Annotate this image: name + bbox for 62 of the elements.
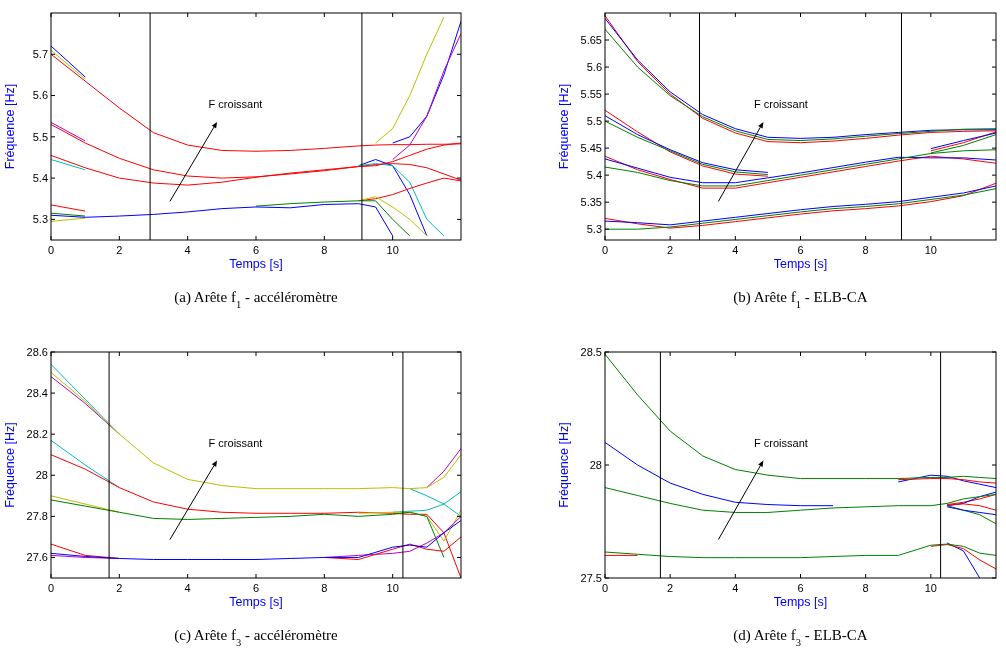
y-tick-label: 5.6 bbox=[586, 60, 602, 73]
x-tick-label: 10 bbox=[386, 244, 399, 256]
y-tick-label: 28 bbox=[35, 469, 48, 482]
annotation: F croissant bbox=[208, 98, 263, 111]
x-tick-label: 6 bbox=[252, 582, 260, 594]
x-tick-label: 2 bbox=[116, 582, 123, 594]
x-tick-label: 0 bbox=[47, 582, 55, 594]
text: (a) Arête f$_{1}$ - accéléromètre bbox=[174, 289, 339, 310]
x-tick-label: 2 bbox=[116, 244, 123, 256]
x-tick-label: 10 bbox=[386, 582, 399, 594]
y-tick-label: 5.55 bbox=[580, 87, 602, 100]
y-tick-label: 28.5 bbox=[580, 345, 602, 358]
x-tick-label: 4 bbox=[732, 244, 739, 256]
annotation: F croissant bbox=[208, 436, 263, 449]
y-tick-label: 28 bbox=[589, 458, 602, 471]
x-tick-label: 4 bbox=[732, 582, 739, 594]
x-tick-label: 2 bbox=[667, 582, 674, 594]
x-tick-label: 8 bbox=[862, 582, 869, 594]
x-tick-label: 6 bbox=[252, 244, 260, 256]
x-tick-label: 10 bbox=[924, 244, 937, 256]
y-tick-label: 5.45 bbox=[580, 141, 602, 154]
x-tick-label: 0 bbox=[47, 244, 55, 256]
annotation: F croissant bbox=[754, 98, 808, 111]
x-tick-label: 8 bbox=[321, 244, 328, 256]
x-axis-title: Temps [s] bbox=[773, 257, 828, 271]
y-tick-label: 5.5 bbox=[32, 130, 48, 143]
x-tick-label: 6 bbox=[797, 244, 804, 256]
y-axis-title: Fréquence [Hz] bbox=[3, 83, 17, 170]
y-tick-label: 5.6 bbox=[32, 89, 48, 102]
x-tick-label: 4 bbox=[184, 244, 191, 256]
text: (c) Arête f$_{3}$ - accéléromètre bbox=[174, 627, 339, 648]
x-tick-label: 0 bbox=[601, 244, 609, 256]
y-tick-label: 28.6 bbox=[26, 345, 48, 358]
y-tick-label: 5.3 bbox=[586, 223, 602, 236]
text: (d) Arête f$_{3}$ - ELB-CA bbox=[733, 627, 868, 648]
x-axis-title: Temps [s] bbox=[773, 595, 828, 609]
x-tick-label: 2 bbox=[667, 244, 674, 256]
y-axis-title: Fréquence [Hz] bbox=[557, 83, 571, 170]
y-tick-label: 5.35 bbox=[580, 196, 602, 209]
y-axis-title: Fréquence [Hz] bbox=[557, 422, 571, 508]
y-tick-label: 27.6 bbox=[26, 551, 48, 564]
x-tick-label: 8 bbox=[862, 244, 869, 256]
y-tick-label: 5.65 bbox=[580, 33, 602, 46]
text: (b) Arête f$_{1}$ - ELB-CA bbox=[733, 289, 868, 310]
annotation: F croissant bbox=[754, 436, 808, 449]
y-tick-label: 28.2 bbox=[26, 428, 48, 441]
y-tick-label: 27.8 bbox=[26, 510, 48, 523]
x-tick-label: 4 bbox=[184, 582, 191, 594]
y-tick-label: 5.3 bbox=[32, 213, 48, 226]
y-tick-label: 5.4 bbox=[586, 168, 602, 181]
y-axis-title: Fréquence [Hz] bbox=[3, 422, 17, 508]
x-axis-title: Temps [s] bbox=[229, 257, 283, 271]
x-tick-label: 10 bbox=[924, 582, 937, 594]
x-tick-label: 6 bbox=[797, 582, 804, 594]
x-tick-label: 0 bbox=[601, 582, 609, 594]
y-tick-label: 28.4 bbox=[26, 386, 48, 399]
y-tick-label: 5.5 bbox=[586, 114, 602, 127]
y-tick-label: 5.4 bbox=[32, 171, 48, 184]
y-tick-label: 27.5 bbox=[580, 571, 602, 584]
x-axis-title: Temps [s] bbox=[229, 595, 283, 609]
x-tick-label: 8 bbox=[321, 582, 328, 594]
y-tick-label: 5.7 bbox=[32, 48, 48, 61]
